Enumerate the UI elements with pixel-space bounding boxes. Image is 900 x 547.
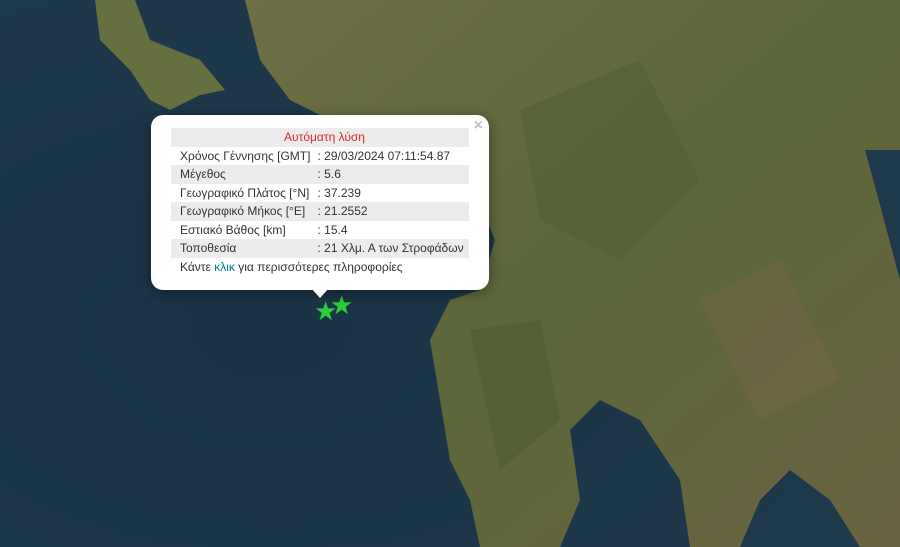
popup-title: Αυτόματη λύση bbox=[171, 128, 469, 147]
island bbox=[95, 0, 225, 110]
earthquake-marker-star-icon[interactable]: ★ bbox=[314, 296, 338, 326]
more-prefix: Κάντε bbox=[180, 260, 215, 274]
row-value: : 5.6 bbox=[315, 165, 469, 184]
row-label: Γεωγραφικό Μήκος [°E] bbox=[171, 202, 316, 221]
row-label: Χρόνος Γέννησης [GMT] bbox=[180, 148, 311, 163]
row-label: Γεωγραφικό Πλάτος [°N] bbox=[180, 185, 310, 200]
more-info-link[interactable]: κλικ bbox=[214, 260, 235, 274]
more-suffix: για περισσότερες πληροφορίες bbox=[234, 260, 403, 274]
row-value: : 15.4 bbox=[317, 222, 348, 237]
table-row: Τοποθεσία: 21 Χλμ. Α των Στροφάδων bbox=[171, 239, 469, 258]
earthquake-marker-star-icon[interactable]: ★ bbox=[330, 290, 354, 320]
row-value: : 21.2552 bbox=[315, 202, 469, 221]
table-row: Μέγεθος: 5.6 bbox=[171, 165, 469, 184]
table-row: Εστιακό Βάθος [km] : 15.4 bbox=[171, 221, 469, 240]
row-value: : 37.239 bbox=[317, 185, 361, 200]
earthquake-info-table: Αυτόματη λύση Χρόνος Γέννησης [GMT] : 29/… bbox=[171, 128, 469, 258]
row-value: : 29/03/2024 07:11:54.87 bbox=[317, 148, 451, 163]
row-label: Εστιακό Βάθος [km] bbox=[180, 222, 286, 237]
row-value: : 21 Χλμ. Α των Στροφάδων bbox=[315, 239, 469, 258]
table-row: Γεωγραφικό Πλάτος [°N] : 37.239 bbox=[171, 184, 469, 203]
earthquake-popup: × Αυτόματη λύση Χρόνος Γέννησης [GMT] : 2… bbox=[151, 115, 489, 290]
row-label: Τοποθεσία bbox=[171, 239, 316, 258]
row-label: Μέγεθος bbox=[171, 165, 316, 184]
table-row: Γεωγραφικό Μήκος [°E]: 21.2552 bbox=[171, 202, 469, 221]
popup-tip bbox=[311, 288, 329, 298]
table-row: Χρόνος Γέννησης [GMT] : 29/03/2024 07:11:… bbox=[171, 147, 469, 166]
more-info-text: Κάντε κλικ για περισσότερες πληροφορίες bbox=[180, 260, 403, 274]
close-icon[interactable]: × bbox=[473, 117, 483, 134]
